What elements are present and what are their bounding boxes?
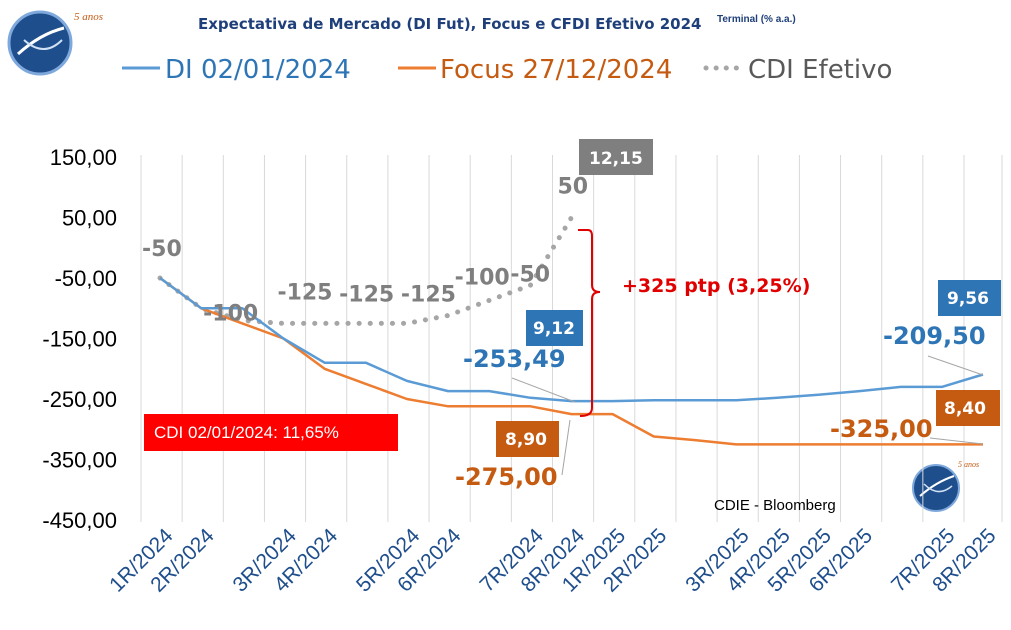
chart-title: Expectativa de Mercado (DI Fut), Focus e…	[198, 15, 701, 33]
annotation-box-gray-1215: 12,15	[579, 139, 653, 175]
series-line-2	[157, 215, 574, 326]
legend-label-cdi: CDI Efetivo	[748, 55, 892, 85]
svg-text:9,56: 9,56	[947, 289, 989, 309]
cdi-point-label: -100	[455, 265, 510, 290]
svg-text:9,12: 9,12	[533, 319, 575, 339]
annotation-box-orange-840: 8,40	[936, 390, 1000, 426]
annotation-focus-value-2: -325,00	[830, 415, 933, 443]
cdi-point-label: 50	[558, 175, 589, 200]
source-label: CDIE - Bloomberg	[714, 497, 836, 514]
cdi-note-text: CDI 02/01/2024: 11,65%	[154, 423, 339, 442]
logo-top-text: 5 anos	[74, 11, 103, 23]
annotation-box-orange-890: 8,90	[496, 421, 559, 457]
leader-lines	[511, 355, 984, 476]
cdi-point-label: -125	[339, 282, 394, 307]
svg-text:8,40: 8,40	[944, 399, 986, 419]
annotation-box-blue-912: 9,12	[526, 310, 583, 346]
annotation-box-blue-956: 9,56	[938, 280, 1001, 316]
y-tick-label: -250,00	[42, 387, 117, 412]
annotation-di-value-1: -253,49	[463, 345, 566, 373]
series-line-1	[159, 276, 983, 446]
svg-text:8,90: 8,90	[505, 430, 547, 450]
y-tick-label: 150,00	[50, 145, 117, 170]
logo-top: 5 anos	[7, 10, 103, 76]
spread-label: +325 ptp (3,25%)	[622, 275, 810, 297]
svg-text:12,15: 12,15	[589, 149, 643, 169]
cdi-point-label: -125	[401, 282, 456, 307]
y-tick-label: -450,00	[42, 508, 117, 533]
legend-label-focus: Focus 27/12/2024	[440, 55, 672, 85]
cdi-point-label: -100	[203, 301, 258, 326]
y-tick-label: -50,00	[55, 266, 117, 291]
cdi-point-label: -50	[142, 237, 182, 262]
legend: DI 02/01/2024 Focus 27/12/2024 CDI Efeti…	[122, 55, 892, 85]
cdi-point-label: -125	[277, 280, 332, 305]
y-tick-label: 50,00	[62, 206, 117, 231]
y-tick-label: -150,00	[42, 327, 117, 352]
cdi-note-box: CDI 02/01/2024: 11,65%	[144, 414, 398, 451]
chart-title-superscript: Terminal (% a.a.)	[717, 14, 796, 25]
cdi-point-label: -50	[510, 262, 550, 287]
legend-label-di: DI 02/01/2024	[165, 55, 351, 85]
annotation-focus-value-1: -275,00	[455, 463, 558, 491]
logo-bottom-text: 5 anos	[958, 460, 979, 469]
y-tick-label: -350,00	[42, 448, 117, 473]
spread-bracket: +325 ptp (3,25%)	[578, 229, 810, 417]
annotation-di-value-2: -209,50	[883, 322, 986, 350]
